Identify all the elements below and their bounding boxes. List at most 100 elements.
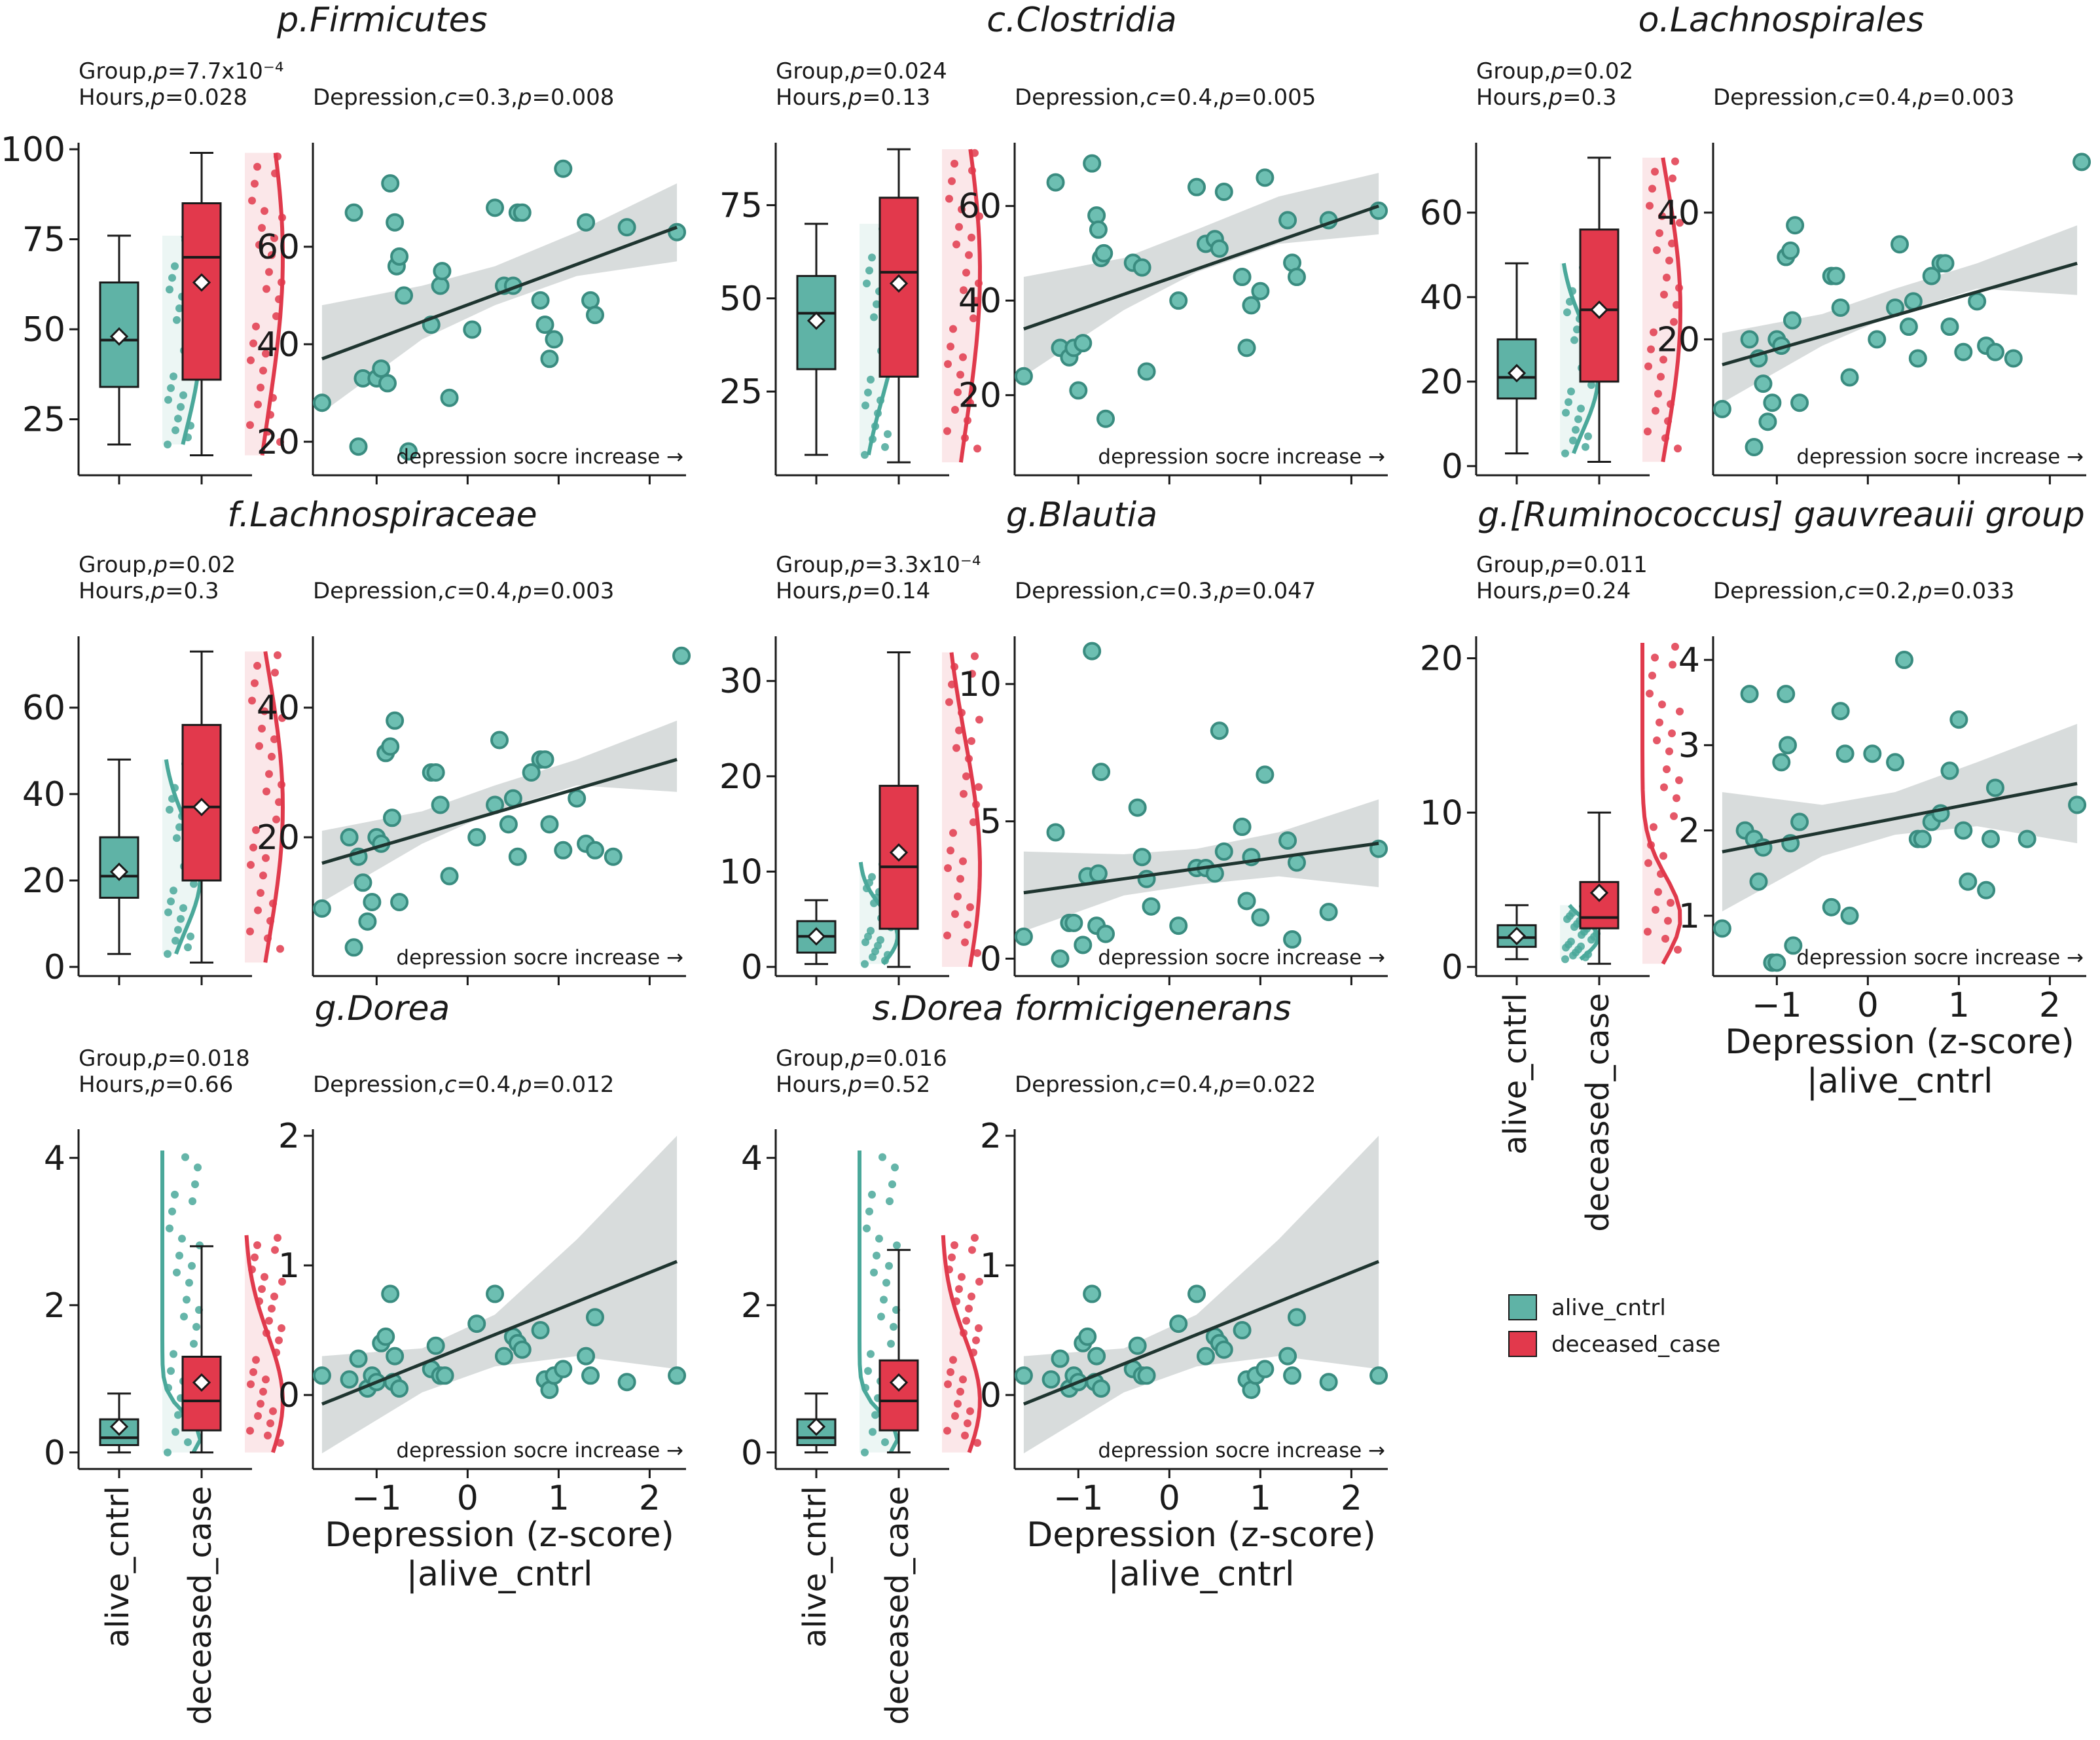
depression-stat-label-symbol: p bbox=[517, 578, 532, 604]
deceased-jitter-point bbox=[257, 1400, 264, 1408]
scatter-point bbox=[1868, 330, 1887, 349]
alive-jitter-point bbox=[1565, 398, 1572, 407]
alive-jitter-point bbox=[880, 1296, 888, 1304]
scatter-point bbox=[386, 213, 405, 232]
scatter-point bbox=[1777, 685, 1796, 704]
scatter-point bbox=[1779, 736, 1797, 755]
scatter-point bbox=[1128, 798, 1147, 817]
box-y-tick-label: 0 bbox=[44, 948, 65, 987]
deceased-jitter-point bbox=[1667, 899, 1675, 907]
deceased-density-fill bbox=[245, 651, 283, 963]
deceased-jitter-point bbox=[254, 906, 262, 915]
hours-p-label-symbol: p bbox=[1548, 84, 1563, 111]
hours-p-label-part: Hours, bbox=[79, 1072, 151, 1098]
scatter-point bbox=[1132, 848, 1151, 867]
scatter-point bbox=[353, 873, 372, 892]
deceased-jitter-point bbox=[1653, 736, 1661, 745]
scatter-y-tick-label: 1 bbox=[278, 1246, 300, 1286]
scatter-point bbox=[1772, 753, 1791, 772]
deceased-jitter-point bbox=[1673, 300, 1680, 309]
alive-jitter-point bbox=[1562, 408, 1570, 417]
alive-jitter-point bbox=[164, 950, 172, 958]
deceased-jitter-point bbox=[1664, 417, 1672, 426]
scatter-y-tick-label: 0 bbox=[980, 1376, 1002, 1415]
scatter-point bbox=[426, 763, 445, 782]
alive-mean-marker bbox=[1507, 363, 1527, 383]
box-y-tick-label: 40 bbox=[22, 775, 65, 814]
alive-jitter-point bbox=[865, 266, 873, 275]
regression-line bbox=[1023, 204, 1379, 331]
group-p-label-part: Group, bbox=[79, 1045, 153, 1072]
scatter-point bbox=[1046, 173, 1065, 192]
depression-stat-label-part: =0.4, bbox=[1159, 1072, 1220, 1098]
group-p-label-part: Group, bbox=[79, 58, 153, 84]
scatter-point bbox=[1256, 765, 1275, 784]
alive-mean-marker bbox=[109, 327, 129, 346]
alive-jitter-point bbox=[184, 943, 192, 952]
alive-jitter-point bbox=[881, 956, 889, 965]
scatter-point bbox=[1786, 216, 1805, 235]
deceased-jitter-point bbox=[973, 949, 981, 957]
scatter-point bbox=[531, 1321, 550, 1339]
deceased-jitter-point bbox=[275, 295, 283, 304]
depression-stat-label-part: Depression, bbox=[1713, 84, 1845, 111]
alive-jitter-point bbox=[865, 1207, 873, 1216]
deceased-jitter-point bbox=[1644, 427, 1652, 436]
deceased-jitter-point bbox=[955, 726, 963, 734]
alive-jitter-point bbox=[171, 262, 179, 270]
hours-p-label: Hours,p=0.66 bbox=[79, 1072, 233, 1098]
alive-jitter-point bbox=[888, 1180, 896, 1189]
hours-p-label-symbol: p bbox=[847, 84, 862, 111]
alive-jitter-point bbox=[168, 274, 176, 282]
scatter-point bbox=[463, 320, 482, 339]
scatter-point bbox=[581, 291, 600, 310]
box-y-tick-label: 0 bbox=[741, 948, 763, 987]
alive-jitter-point bbox=[1568, 287, 1576, 295]
scatter-point bbox=[668, 223, 687, 242]
scatter-y-tick-label: 5 bbox=[980, 803, 1002, 842]
deceased-jitter-point bbox=[947, 342, 954, 351]
scatter-point bbox=[1278, 211, 1297, 230]
scatter-point bbox=[1251, 281, 1270, 300]
deceased-jitter-point bbox=[955, 223, 963, 231]
deceased-jitter-point bbox=[252, 825, 260, 834]
alive-jitter-point bbox=[861, 960, 869, 968]
group-p-label: Group,p=0.02 bbox=[1476, 58, 1633, 84]
deceased-jitter-point bbox=[949, 1356, 957, 1364]
hours-p-label-symbol: p bbox=[150, 578, 165, 604]
alive-jitter-point bbox=[170, 1350, 177, 1358]
scatter-point bbox=[1908, 349, 1927, 368]
scatter-point bbox=[1922, 266, 1941, 285]
scatter-y-tick-label: 3 bbox=[1678, 726, 1700, 765]
deceased-jitter-point bbox=[253, 162, 261, 171]
deceased-jitter-point bbox=[1654, 888, 1662, 896]
deceased-jitter-point bbox=[960, 1329, 968, 1337]
depression-stat-label-part: =0.4, bbox=[1159, 84, 1220, 111]
scatter-point bbox=[1940, 761, 1959, 780]
scatter-point bbox=[1237, 338, 1256, 357]
deceased-jitter-point bbox=[262, 350, 270, 358]
deceased-jitter-point bbox=[1674, 444, 1682, 453]
scatter-y-tick-label: 0 bbox=[278, 1376, 300, 1415]
scatter-point bbox=[1046, 823, 1065, 842]
alive-jitter-point bbox=[877, 396, 884, 405]
scatter-point bbox=[513, 203, 532, 222]
deceased-jitter-point bbox=[253, 1241, 261, 1250]
group-p-label-symbol: p bbox=[850, 58, 865, 84]
deceased-jitter-point bbox=[973, 1439, 981, 1447]
deceased-jitter-point bbox=[975, 1277, 983, 1286]
alive-jitter-point bbox=[874, 409, 882, 418]
deceased-jitter-point bbox=[956, 875, 964, 883]
deceased-jitter-point bbox=[964, 920, 971, 929]
alive-jitter-point bbox=[189, 1197, 196, 1205]
deceased-jitter-point bbox=[1670, 317, 1678, 326]
scatter-point bbox=[1074, 334, 1093, 353]
scatter-point bbox=[376, 1327, 395, 1346]
scatter-point bbox=[390, 893, 409, 911]
scatter-y-tick-label: 40 bbox=[958, 281, 1002, 321]
hours-p-label-part: Hours, bbox=[1476, 578, 1548, 604]
deceased-jitter-point bbox=[958, 205, 966, 213]
scatter-point bbox=[1913, 829, 1932, 848]
scatter-point bbox=[522, 763, 541, 782]
